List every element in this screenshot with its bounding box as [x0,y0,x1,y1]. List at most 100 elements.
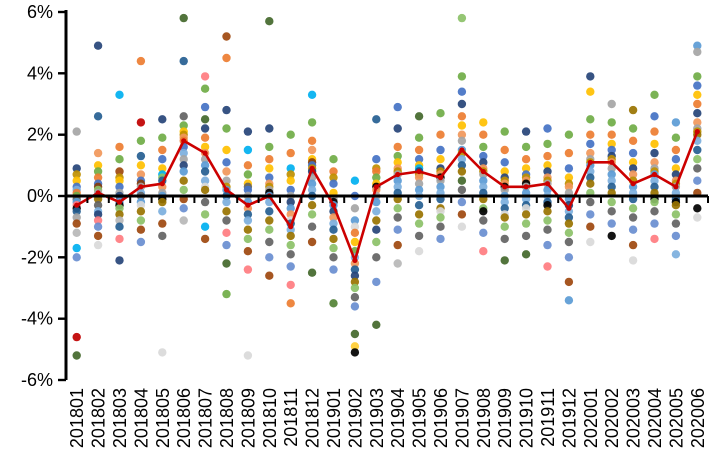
data-point [136,170,146,179]
data-point [650,197,659,207]
data-point [414,173,424,182]
data-point [350,204,360,213]
data-point [222,145,231,155]
data-point [457,13,467,23]
data-point [628,213,638,222]
x-tick-label: 201905 [410,388,430,448]
data-point [500,204,509,213]
data-point [521,204,531,213]
data-point [607,139,616,149]
data-point [457,136,467,145]
data-point [457,72,467,81]
trend-line-vertex [288,224,294,230]
x-tick-label: 201904 [388,388,408,448]
data-point [671,231,681,241]
data-point [586,237,595,247]
data-point [158,197,167,207]
x-tick-label: 201812 [303,388,323,448]
data-point [436,213,445,222]
data-point [286,210,295,219]
data-point [607,197,616,207]
data-point [72,253,81,262]
data-point [243,127,253,136]
data-point [628,148,638,158]
data-point [307,145,317,155]
data-point [500,222,509,231]
data-point [179,185,188,195]
data-point [115,204,124,213]
data-point [179,13,188,23]
data-point [93,201,103,210]
data-point [93,216,103,225]
data-point [393,124,402,133]
data-point [650,182,659,191]
data-point [265,225,274,234]
data-point [72,228,81,237]
data-point [457,167,467,176]
data-point [693,155,702,164]
data-point [286,262,295,271]
x-tick-label: 201804 [131,388,151,448]
data-point [243,247,253,256]
x-tick-label: 201907 [452,388,472,448]
data-point [115,176,124,185]
data-point [693,90,702,100]
trend-line-vertex [480,168,486,175]
data-point [479,118,488,127]
data-point [393,225,402,234]
data-point [372,320,381,329]
data-point [265,142,274,152]
data-point [93,173,103,182]
x-tick-label: 202001 [581,388,601,448]
trend-line-vertex [502,184,508,190]
data-point [158,231,167,241]
data-point [243,265,253,274]
data-point [136,161,146,170]
data-point [350,302,360,311]
data-point [329,219,338,228]
data-point [671,145,681,155]
data-point [543,139,552,149]
data-point [414,112,424,121]
data-point [564,228,574,237]
data-point [586,115,595,124]
data-point [521,142,531,152]
trend-line-vertex [544,181,551,187]
data-point [650,139,659,149]
x-tick-label: 201911 [538,388,558,447]
data-point [479,176,488,185]
data-point [607,164,616,173]
data-point [265,164,274,173]
data-point [671,170,681,179]
x-tick-label: 201806 [174,388,194,448]
trend-line-vertex [673,184,679,190]
trend-line-vertex [181,138,187,144]
data-point [372,216,381,225]
data-point [436,234,445,244]
data-point [586,130,595,139]
data-point [243,225,253,234]
x-tick-label: 201909 [495,388,515,448]
data-point [479,216,488,225]
data-point [286,197,295,207]
data-point [414,219,424,228]
data-point [564,253,574,262]
data-point [414,145,424,155]
data-point [243,216,253,225]
data-point [115,210,124,219]
data-point [671,164,681,173]
trend-line-vertex [609,159,615,165]
y-tick-label: -2% [21,247,53,267]
data-point [436,155,445,164]
data-point [372,115,381,124]
data-point [414,201,424,210]
data-point [286,299,295,308]
data-point [115,155,124,164]
data-point [329,253,338,262]
data-point [586,139,595,149]
data-point [650,176,659,185]
data-point [372,197,381,207]
data-point [628,225,638,234]
trend-line-vertex [694,129,700,135]
